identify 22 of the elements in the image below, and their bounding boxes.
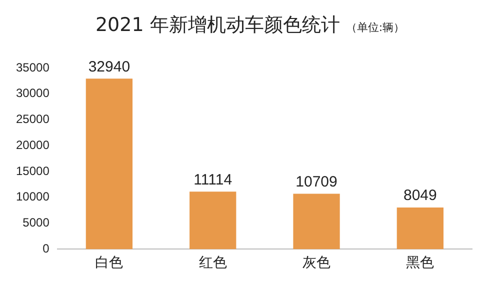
- bar: [86, 78, 133, 250]
- data-label: 10709: [296, 173, 338, 190]
- bar: [293, 194, 340, 250]
- y-tick-label: 20000: [16, 138, 50, 152]
- y-tick-label: 0: [42, 242, 50, 256]
- x-tick-label: 白色: [95, 255, 124, 272]
- y-tick-label: 5000: [22, 216, 50, 230]
- y-tick-label: 10000: [16, 190, 50, 204]
- data-label: 32940: [88, 58, 130, 76]
- data-label: 11114: [194, 171, 232, 188]
- bar: [190, 192, 236, 250]
- chart-title: 2021 年新增机动车颜色统计: [95, 14, 340, 36]
- y-tick-label: 35000: [16, 60, 50, 74]
- x-tick-label: 灰色: [302, 255, 331, 272]
- bar: [396, 208, 444, 250]
- y-tick-label: 15000: [16, 164, 50, 178]
- x-tick-label: 黑色: [406, 255, 434, 272]
- x-tick-label: 红色: [198, 255, 227, 272]
- chart-subtitle: （单位:辆）: [346, 21, 405, 34]
- y-tick-label: 30000: [16, 86, 50, 100]
- data-label: 8049: [403, 187, 437, 204]
- y-tick-label: 25000: [16, 112, 50, 126]
